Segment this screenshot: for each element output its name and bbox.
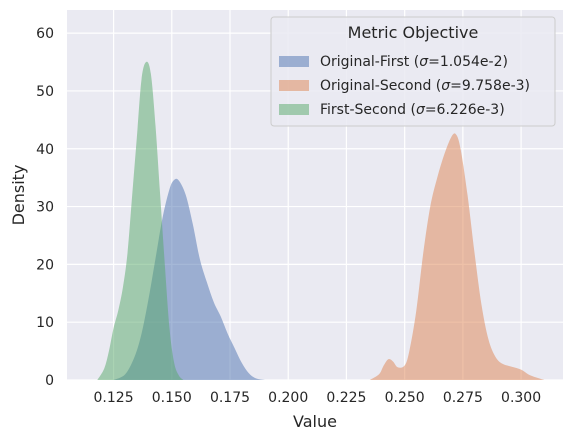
legend-label: Original-Second (σ=9.758e-3) xyxy=(320,78,530,94)
y-tick-label: 30 xyxy=(36,200,54,216)
y-tick-label: 40 xyxy=(36,142,54,158)
legend-swatch xyxy=(279,104,309,115)
x-tick-label: 0.300 xyxy=(501,390,541,406)
legend-swatch xyxy=(279,80,309,91)
legend-label: First-Second (σ=6.226e-3) xyxy=(320,102,505,118)
y-tick-label: 10 xyxy=(36,315,54,331)
y-tick-label: 0 xyxy=(45,373,54,389)
density-area-original-second xyxy=(369,133,545,380)
x-tick-label: 0.175 xyxy=(210,390,250,406)
density-areas xyxy=(97,61,545,380)
legend-title: Metric Objective xyxy=(348,23,479,42)
legend-entries: Original-First (σ=1.054e-2) Original-Seco… xyxy=(279,54,530,118)
y-axis-label: Density xyxy=(9,165,28,226)
legend-label: Original-First (σ=1.054e-2) xyxy=(320,54,508,70)
legend-swatch xyxy=(279,56,309,67)
x-tick-label: 0.250 xyxy=(385,390,425,406)
y-tick-label: 20 xyxy=(36,257,54,273)
y-tick-label: 50 xyxy=(36,84,54,100)
x-tick-label: 0.125 xyxy=(94,390,134,406)
legend-box xyxy=(270,16,556,127)
x-tick-label: 0.200 xyxy=(268,390,308,406)
y-tick-label: 60 xyxy=(36,26,54,42)
x-axis-label: Value xyxy=(293,412,337,431)
x-tick-label: 0.150 xyxy=(152,390,192,406)
tick-labels: 0.125 0.150 0.175 0.200 0.225 0.250 0.275 0.300… xyxy=(36,26,541,406)
x-tick-label: 0.275 xyxy=(443,390,483,406)
density-area-first-second xyxy=(97,61,184,380)
legend: Metric Objective Original-First (σ=1.054… xyxy=(270,16,556,127)
x-tick-label: 0.225 xyxy=(326,390,366,406)
